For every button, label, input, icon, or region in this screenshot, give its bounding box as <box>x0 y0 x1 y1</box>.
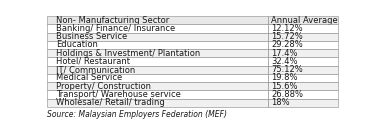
Text: Source: Malaysian Employers Federation (MEF): Source: Malaysian Employers Federation (… <box>47 110 227 119</box>
